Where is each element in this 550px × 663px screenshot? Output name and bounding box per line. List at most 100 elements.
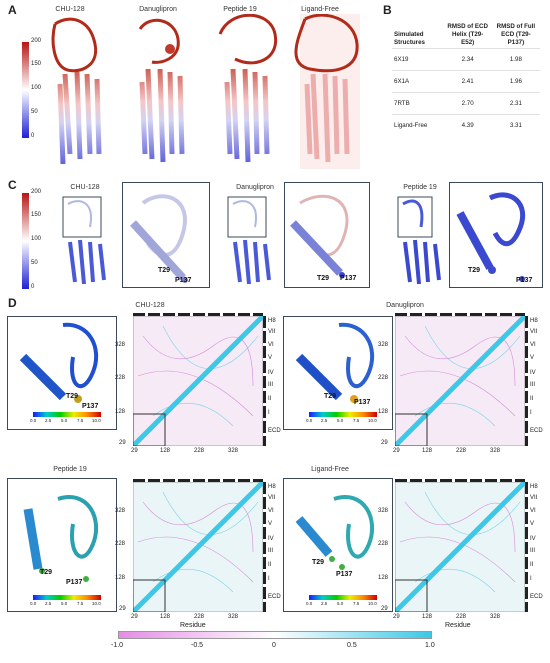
c3-end-label: P137: [516, 277, 533, 284]
d2-dom-v: V: [530, 355, 535, 361]
panel-c-title-3: Peptide 19: [403, 184, 437, 191]
d1-ytick-29: 29: [119, 440, 126, 446]
protein-chu128: [51, 17, 102, 165]
d3-xtick-228: 228: [194, 614, 205, 620]
correlation-legend-bar: [118, 631, 432, 639]
table-row: 6X19 2.34 1.98: [392, 48, 540, 71]
panel-c-danuglipron-zoom: T29 P137: [284, 182, 370, 288]
cell-helix: 2.70: [443, 92, 492, 115]
d4-top-bar: [395, 479, 525, 482]
d4-ytick-128: 128: [378, 575, 389, 581]
d4-start: T29: [312, 559, 325, 566]
panel-c-title-1: CHU-128: [70, 184, 100, 191]
panel-a-title-2: Danuglipron: [139, 6, 177, 13]
c2-end-label: P137: [340, 275, 357, 282]
panel-c-title-2: Danuglipron: [236, 184, 274, 191]
d4-ytick-328: 328: [378, 508, 389, 514]
d3-xlabel: Residue: [180, 622, 206, 629]
header-structures: Simulated Structures: [394, 31, 425, 46]
d2-dom-iii: III: [530, 382, 536, 388]
d4-dom-ii: II: [530, 562, 534, 568]
d3-dom-v: V: [268, 521, 273, 527]
panel-c-cb-tick-200: 200: [31, 189, 42, 195]
d3-dom-h8: H8: [268, 484, 276, 490]
d1-xtick-29: 29: [131, 448, 138, 454]
cell-structure: 6X19: [392, 48, 444, 71]
d1-xtick-228: 228: [194, 448, 205, 454]
d4-xlabel: Residue: [445, 622, 471, 629]
header-full: RMSD of Full ECD (T29-P137): [496, 23, 536, 46]
d2-title: Danuglipron: [386, 302, 424, 309]
d1-dom-vi: VI: [268, 342, 274, 348]
d2-scale-t3: 7.5: [353, 418, 360, 423]
cell-structure: 7RTB: [392, 92, 444, 115]
d3-scale-t3: 7.5: [77, 601, 84, 606]
panel-a-title-3: Peptide 19: [223, 6, 257, 13]
d1-scale-t2: 5.0: [61, 418, 68, 423]
panel-a-label: A: [8, 3, 17, 17]
cell-structure: Ligand-Free: [392, 114, 444, 136]
d3-start: T29: [40, 569, 53, 576]
d3-ytick-29: 29: [119, 606, 126, 612]
legend-tick-1: 1.0: [425, 642, 435, 649]
d3-inset: T29 P137 0.0 2.5 5.0 7.5 10.0: [7, 478, 117, 612]
d1-start: T29: [66, 393, 79, 400]
panel-c-cb-tick-150: 150: [31, 212, 42, 218]
d3-scale: [33, 595, 101, 600]
legend-tick-neg05: -0.5: [191, 642, 204, 649]
d4-dom-ecd: ECD: [530, 594, 543, 600]
d4-dom-iii: III: [530, 548, 536, 554]
d2-scale-t4: 10.0: [368, 418, 377, 423]
d4-dom-vii: VII: [530, 495, 538, 501]
d4-xtick-328: 328: [490, 614, 501, 620]
d4-title: Ligand-Free: [311, 466, 349, 473]
d4-xtick-29: 29: [393, 614, 400, 620]
d2-start: T29: [324, 393, 337, 400]
panel-a-cb-tick-0: 0: [31, 133, 35, 139]
d1-dom-ii: II: [268, 396, 272, 402]
d4-scale-t2: 5.0: [337, 601, 344, 606]
d1-dom-iv: IV: [268, 370, 274, 376]
panel-a-cb-tick-150: 150: [31, 61, 42, 67]
d1-inset: T29 P137 0.0 2.5 5.0 7.5 10.0: [7, 316, 117, 430]
cell-full: 3.31: [491, 114, 540, 136]
panel-a-title-1: CHU-128: [55, 6, 85, 13]
d3-scale-t1: 2.5: [45, 601, 52, 606]
legend-tick-0: 0: [272, 642, 276, 649]
panel-c-cb-tick-50: 50: [31, 260, 38, 266]
d3-ytick-228: 228: [115, 541, 126, 547]
table-row: 6X1A 2.41 1.96: [392, 70, 540, 93]
c3-start-label: T29: [468, 267, 481, 274]
d3-dom-i: I: [268, 576, 270, 582]
d2-inset: T29 P137 0.0 2.5 5.0 7.5 10.0: [283, 316, 393, 430]
d4-scale-t3: 7.5: [353, 601, 360, 606]
d1-xtick-128: 128: [160, 448, 171, 454]
d3-side-bar: [263, 482, 266, 612]
panel-c-peptide19-small: [397, 196, 441, 285]
cell-full: 1.96: [491, 70, 540, 93]
d3-dom-iv: IV: [268, 536, 274, 542]
d2-ytick-228: 228: [378, 375, 389, 381]
d2-dom-ii: II: [530, 396, 534, 402]
d2-dom-h8: H8: [530, 318, 538, 324]
d4-scale-t1: 2.5: [321, 601, 328, 606]
d2-scale: [309, 412, 377, 417]
d1-title: CHU-128: [135, 302, 165, 309]
d2-ytick-328: 328: [378, 342, 389, 348]
legend-tick-neg1: -1.0: [111, 642, 124, 649]
cell-full: 2.31: [491, 92, 540, 115]
panel-c-chu128-zoom: T29 P137: [122, 182, 210, 288]
d2-xtick-128: 128: [422, 448, 433, 454]
d2-scale-t2: 5.0: [337, 418, 344, 423]
d1-scale-t0: 0.0: [30, 418, 37, 423]
d1-dom-vii: VII: [268, 329, 276, 335]
d2-end: P137: [354, 399, 371, 406]
d1-side-bar: [263, 316, 266, 446]
d2-xtick-29: 29: [393, 448, 400, 454]
d4-xtick-128: 128: [422, 614, 433, 620]
d2-scale-t1: 2.5: [321, 418, 328, 423]
d3-top-bar: [133, 479, 263, 482]
d1-dccm-map: [133, 316, 263, 446]
d3-xtick-29: 29: [131, 614, 138, 620]
d2-scale-t0: 0.0: [306, 418, 313, 423]
